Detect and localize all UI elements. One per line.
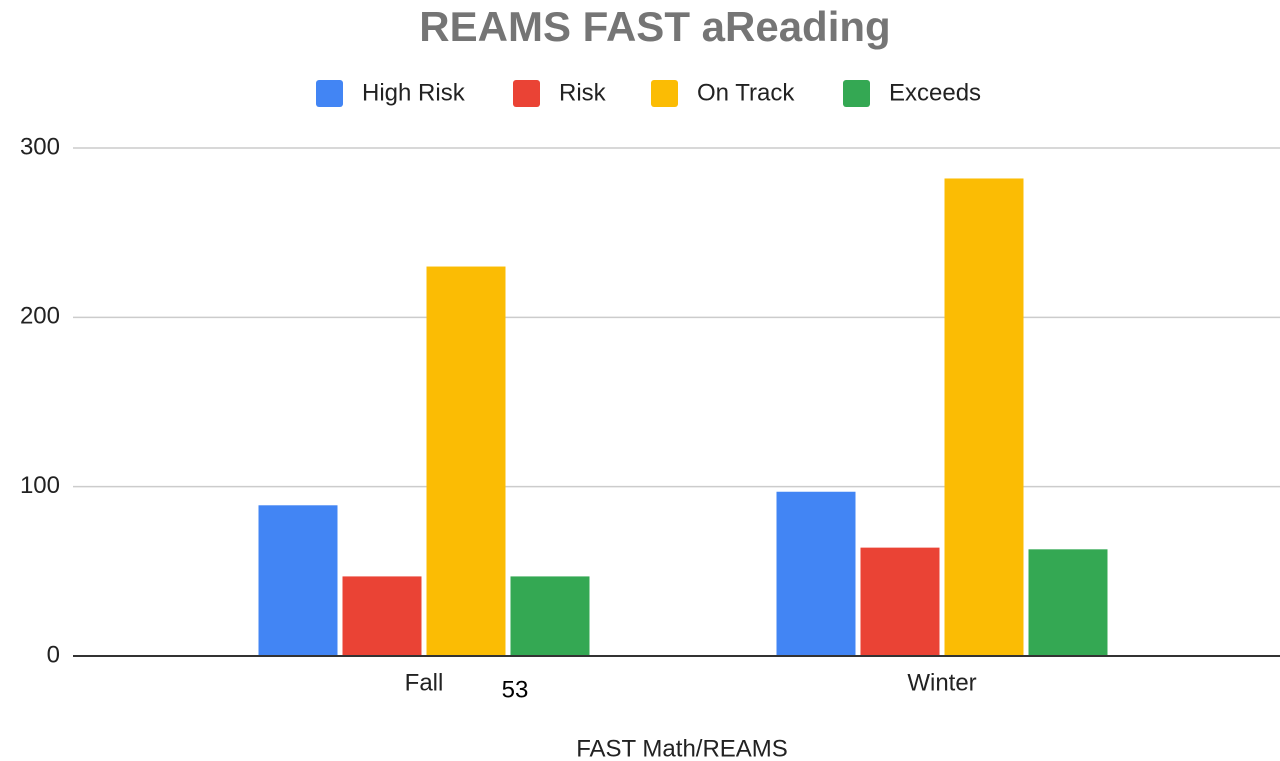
legend-label: On Track [697,79,795,106]
legend-swatch [843,80,870,107]
x-tick-label: Winter [907,669,976,696]
bar [510,576,590,656]
bar [1028,549,1108,656]
legend-label: Exceeds [889,79,981,106]
y-tick-label: 300 [20,133,60,160]
legend-label: High Risk [362,79,466,106]
bar [860,547,940,656]
bar [342,576,422,656]
y-tick-label: 0 [47,641,60,668]
bar [258,505,338,656]
legend-label: Risk [559,79,607,106]
y-tick-label: 200 [20,303,60,330]
chart-title: REAMS FAST aReading [419,3,890,50]
bar [776,491,856,656]
legend-swatch [651,80,678,107]
legend-swatch [513,80,540,107]
y-tick-label: 100 [20,472,60,499]
x-axis-title: FAST Math/REAMS [576,735,788,761]
bar [944,178,1024,657]
legend-swatch [316,80,343,107]
bar [426,266,506,656]
annotation: 53 [502,676,529,703]
x-tick-label: Fall [405,669,444,696]
